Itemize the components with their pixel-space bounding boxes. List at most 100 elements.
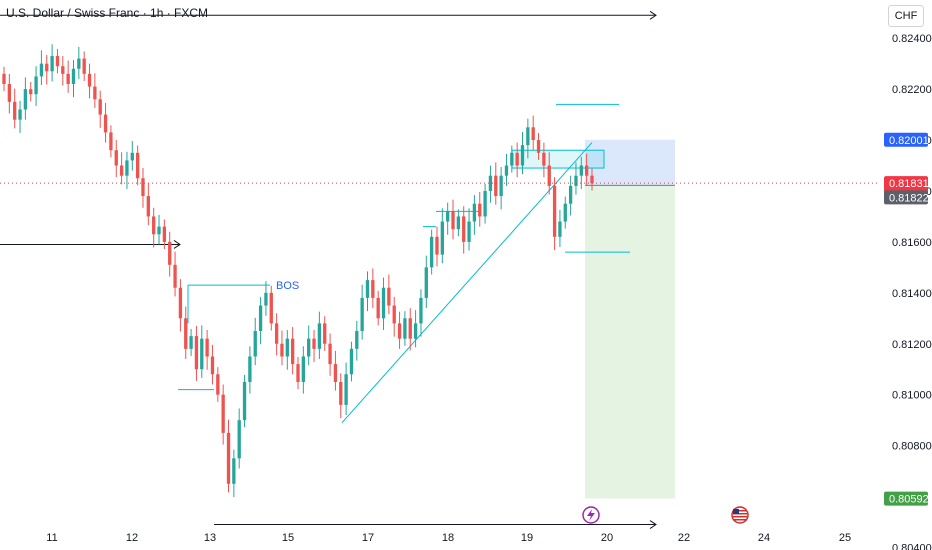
candle[interactable] xyxy=(71,60,76,98)
candle[interactable] xyxy=(77,46,81,79)
candle[interactable] xyxy=(419,289,423,337)
candle[interactable] xyxy=(82,51,86,81)
candle[interactable] xyxy=(515,142,519,178)
candle[interactable] xyxy=(307,325,311,366)
candle[interactable] xyxy=(568,175,573,216)
candle[interactable] xyxy=(510,145,514,173)
candle[interactable] xyxy=(141,168,145,208)
candle[interactable] xyxy=(317,311,322,360)
candle[interactable] xyxy=(536,132,541,160)
candle[interactable] xyxy=(194,325,199,381)
candle[interactable] xyxy=(237,408,241,469)
candle[interactable] xyxy=(526,118,530,159)
candle[interactable] xyxy=(221,384,225,445)
candle[interactable] xyxy=(135,145,140,186)
candle[interactable] xyxy=(429,229,434,275)
candle[interactable] xyxy=(563,196,567,229)
candle[interactable] xyxy=(285,330,289,370)
candle[interactable] xyxy=(296,356,300,390)
price-axis[interactable]: 0.824000.822000.820000.818000.816000.814… xyxy=(892,33,932,550)
candle[interactable] xyxy=(7,73,12,114)
candle[interactable] xyxy=(424,255,428,309)
candle[interactable] xyxy=(574,162,578,195)
candle[interactable] xyxy=(451,199,455,240)
candle[interactable] xyxy=(547,152,551,195)
candle[interactable] xyxy=(13,88,17,129)
candle[interactable] xyxy=(226,419,231,493)
candle[interactable] xyxy=(114,140,118,178)
candle[interactable] xyxy=(360,284,364,340)
candle[interactable] xyxy=(323,316,327,351)
candle[interactable] xyxy=(248,346,252,394)
candle[interactable] xyxy=(232,449,236,498)
candle[interactable] xyxy=(152,207,156,248)
candle[interactable] xyxy=(119,152,124,185)
candle[interactable] xyxy=(531,115,535,151)
candle[interactable] xyxy=(435,226,439,267)
supply-zone-box[interactable] xyxy=(511,149,605,169)
candle[interactable] xyxy=(146,182,150,226)
candle[interactable] xyxy=(472,195,477,235)
candle[interactable] xyxy=(590,168,594,191)
candle[interactable] xyxy=(494,162,498,205)
candle[interactable] xyxy=(301,346,306,394)
candle[interactable] xyxy=(242,374,247,428)
candle[interactable] xyxy=(365,271,370,312)
candle[interactable] xyxy=(355,320,359,361)
candle[interactable] xyxy=(344,362,348,416)
candle[interactable] xyxy=(478,191,482,227)
candle[interactable] xyxy=(173,251,177,297)
candle[interactable] xyxy=(29,81,33,102)
candle[interactable] xyxy=(504,153,509,186)
candle[interactable] xyxy=(189,328,193,356)
candle[interactable] xyxy=(109,125,113,158)
candle[interactable] xyxy=(98,90,102,128)
candle[interactable] xyxy=(371,268,375,309)
candle[interactable] xyxy=(376,290,380,326)
stop-loss-zone[interactable] xyxy=(585,139,675,186)
candle[interactable] xyxy=(130,141,134,171)
candle[interactable] xyxy=(579,156,583,189)
candle[interactable] xyxy=(178,279,183,332)
lightning-event-icon[interactable] xyxy=(582,506,600,524)
candle[interactable] xyxy=(403,311,407,346)
candle[interactable] xyxy=(205,330,209,370)
candle[interactable] xyxy=(446,202,450,235)
candle[interactable] xyxy=(61,56,65,86)
us-flag-event-icon[interactable] xyxy=(731,506,749,524)
candle[interactable] xyxy=(520,131,525,175)
candle[interactable] xyxy=(93,73,97,108)
candle[interactable] xyxy=(253,317,257,366)
candle[interactable] xyxy=(381,277,386,330)
candle[interactable] xyxy=(168,231,172,277)
candle[interactable] xyxy=(290,326,295,375)
candle[interactable] xyxy=(413,310,418,348)
candle[interactable] xyxy=(87,63,92,99)
currency-button[interactable]: CHF xyxy=(888,5,924,27)
candle[interactable] xyxy=(274,313,279,356)
candle[interactable] xyxy=(408,308,412,351)
take-profit-zone[interactable] xyxy=(585,185,675,499)
candle[interactable] xyxy=(103,102,108,143)
candle[interactable] xyxy=(339,373,343,419)
candle[interactable] xyxy=(184,306,188,360)
candle[interactable] xyxy=(39,50,44,86)
candle[interactable] xyxy=(558,209,562,247)
candle[interactable] xyxy=(456,209,461,237)
candle[interactable] xyxy=(387,274,391,315)
candle[interactable] xyxy=(66,60,70,93)
candle[interactable] xyxy=(328,333,332,376)
candle[interactable] xyxy=(200,325,204,378)
candle[interactable] xyxy=(23,77,28,120)
trendline[interactable] xyxy=(341,142,593,424)
candle[interactable] xyxy=(157,214,161,245)
candle[interactable] xyxy=(312,330,316,363)
candle[interactable] xyxy=(125,151,129,189)
candle[interactable] xyxy=(552,177,557,251)
candle[interactable] xyxy=(18,100,22,133)
candle[interactable] xyxy=(45,55,49,85)
candle[interactable] xyxy=(210,344,215,385)
candle[interactable] xyxy=(55,48,60,74)
candle[interactable] xyxy=(162,219,167,250)
